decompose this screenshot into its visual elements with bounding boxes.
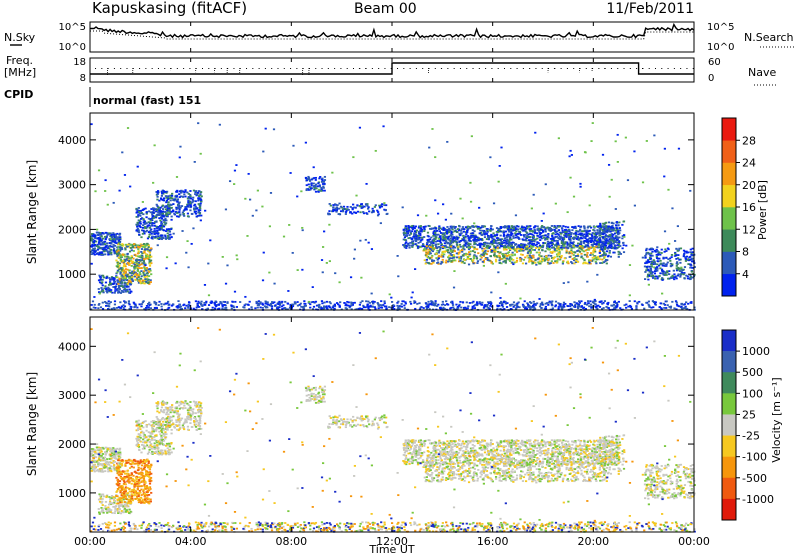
- range-tick-label: 1000: [58, 487, 86, 500]
- noise-sky-trace: [89, 22, 695, 39]
- range-tick-label: 3000: [58, 389, 86, 402]
- noise-search-trace: [90, 30, 694, 40]
- colorbar-swatch: [722, 273, 736, 297]
- power-y-ticks: 1000 2000 3000 4000: [58, 134, 694, 281]
- time-tick-label: 00:00: [74, 535, 106, 548]
- colorbar-tick-label: 4: [742, 268, 749, 281]
- colorbar-swatch: [722, 140, 736, 163]
- colorbar-tick-label: 100: [742, 387, 763, 400]
- colorbar-swatch: [722, 162, 736, 186]
- power-y-label: Slant Range [km]: [25, 160, 39, 264]
- time-axis-ticks: 00:00 04:00 08:00 12:00 16:00 20:00 00:00: [74, 22, 710, 548]
- range-tick-label: 4000: [58, 340, 86, 353]
- colorbar-swatch: [722, 435, 736, 457]
- colorbar-tick-label: -500: [742, 472, 767, 485]
- colorbar-swatch: [722, 184, 736, 208]
- colorbar-swatch: [722, 393, 736, 415]
- velocity-scatter: [90, 327, 696, 533]
- noise-tick-low-right: 10^0: [707, 42, 734, 53]
- colorbar-tick-label: 1000: [742, 345, 770, 358]
- colorbar-tick-label: -100: [742, 451, 767, 464]
- frequency-panel: Freq. [MHz] 18 8 60 0 Nave: [4, 54, 776, 86]
- colorbar-tick-label: 25: [742, 408, 756, 421]
- colorbar-swatch: [722, 330, 736, 352]
- range-tick-label: 2000: [58, 438, 86, 451]
- noise-tick-high-left: 10^5: [59, 22, 86, 33]
- noise-sky-label: N.Sky: [4, 31, 36, 44]
- cpid-label: CPID: [4, 88, 33, 101]
- beam-title: Beam 00: [354, 1, 417, 17]
- colorbar-swatch: [722, 229, 736, 252]
- time-tick-label: 00:00: [678, 535, 710, 548]
- station-title: Kapuskasing (fitACF): [92, 0, 247, 17]
- nave-trace: [95, 68, 694, 76]
- nave-tick-low: 0: [708, 73, 714, 84]
- colorbar-swatch: [722, 351, 736, 373]
- noise-panel: N.Sky 10^5 10^0 10^5 10^0 N.Search: [4, 21, 795, 53]
- colorbar-swatch: [722, 456, 736, 479]
- time-axis-label: Time UT: [368, 543, 414, 554]
- velocity-y-ticks: 1000 2000 3000 4000: [58, 340, 694, 500]
- power-panel: 1000 2000 3000 4000 Slant Range [km]: [25, 112, 696, 311]
- colorbar-swatch: [722, 372, 736, 394]
- colorbar-swatch: [722, 118, 736, 141]
- colorbar-tick-label: 28: [742, 134, 756, 147]
- colorbar-swatch: [722, 498, 736, 521]
- colorbar-tick-label: 500: [742, 366, 763, 379]
- nave-label: Nave: [748, 66, 776, 79]
- colorbar-tick-label: 8: [742, 246, 749, 259]
- frequency-trace: [90, 62, 694, 75]
- colorbar-tick-label: 16: [742, 201, 756, 214]
- colorbar-tick-label: -1000: [742, 493, 774, 506]
- velocity-colorbar-label: Velocity [m s⁻¹]: [770, 377, 783, 462]
- power-colorbar: 4 8 12 16 20 24 28: [721, 117, 756, 297]
- colorbar-tick-label: 12: [742, 223, 756, 236]
- noise-tick-high-right: 10^5: [707, 22, 734, 33]
- time-tick-label: 08:00: [275, 535, 307, 548]
- time-tick-label: 12:00: [376, 535, 408, 548]
- velocity-colorbar: 1000 500 100 25 -25 -100 -500 -1000: [721, 329, 774, 521]
- noise-tick-low-left: 10^0: [59, 42, 86, 53]
- colorbar-swatch: [722, 251, 736, 275]
- colorbar-tick-label: 20: [742, 179, 756, 192]
- time-tick-label: 16:00: [477, 535, 509, 548]
- velocity-y-label: Slant Range [km]: [25, 372, 39, 476]
- colorbar-swatch: [722, 414, 736, 436]
- freq-tick-high: 18: [73, 57, 86, 68]
- freq-label-line2: [MHz]: [4, 66, 36, 79]
- freq-label-line1: Freq.: [6, 54, 33, 67]
- range-tick-label: 1000: [58, 268, 86, 281]
- date-title: 11/Feb/2011: [606, 1, 694, 17]
- time-tick-label: 20:00: [577, 535, 609, 548]
- freq-tick-low: 8: [80, 73, 86, 84]
- time-tick-label: 04:00: [175, 535, 207, 548]
- cpid-mode: normal (fast) 151: [93, 94, 201, 107]
- range-tick-label: 2000: [58, 223, 86, 236]
- range-tick-label: 3000: [58, 179, 86, 192]
- power-colorbar-label: Power [dB]: [756, 180, 769, 240]
- nave-tick-high: 60: [708, 57, 721, 68]
- colorbar-tick-label: 24: [742, 157, 756, 170]
- range-tick-label: 4000: [58, 134, 86, 147]
- colorbar-swatch: [722, 207, 736, 230]
- noise-search-label: N.Search: [744, 31, 794, 44]
- colorbar-tick-label: -25: [742, 430, 760, 443]
- colorbar-swatch: [722, 477, 736, 500]
- power-scatter: [90, 122, 696, 311]
- velocity-panel: 1000 2000 3000 4000 Slant Range [km]: [25, 316, 696, 533]
